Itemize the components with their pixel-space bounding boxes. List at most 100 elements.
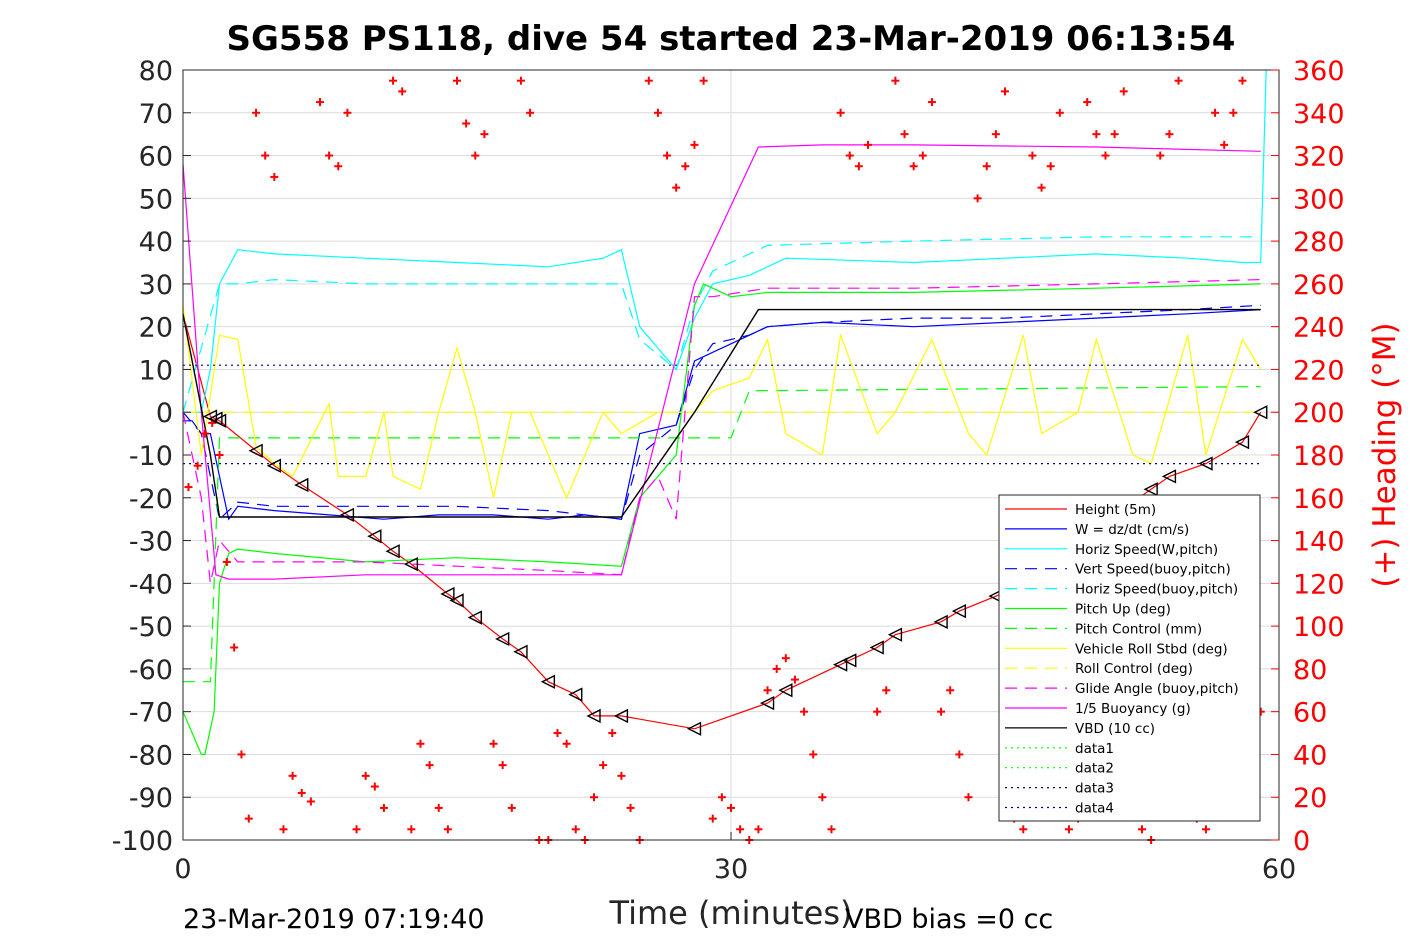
left-axis-ticks: 80 70 60 50 40 30 20 10 0 -10 -20 -30 -40 -50 -60 -70 -8… (112, 56, 191, 857)
right-tick-label: 200 (1293, 398, 1345, 429)
heading-marker (854, 162, 863, 171)
heading-marker (562, 739, 571, 748)
triangle-marker (513, 644, 528, 659)
chart-title: SG558 PS118, dive 54 started 23-Mar-2019… (227, 19, 1236, 59)
left-tick-label: -100 (112, 826, 173, 857)
heading-marker (389, 76, 398, 85)
left-tick-label: -30 (129, 527, 173, 558)
legend-entry: Horiz Speed(W,pitch) (1075, 542, 1218, 558)
heading-marker (1019, 825, 1028, 834)
legend-entry: Roll Control (deg) (1075, 661, 1193, 677)
heading-marker (736, 825, 745, 834)
heading-marker (626, 803, 635, 812)
legend-entry: Vehicle Roll Stbd (deg) (1075, 641, 1228, 657)
heading-marker (873, 707, 882, 716)
heading-marker (772, 664, 781, 673)
right-tick-label: 260 (1293, 270, 1345, 301)
right-tick-label: 240 (1293, 313, 1345, 344)
triangle-marker (1198, 456, 1213, 471)
legend-entry: data4 (1075, 801, 1114, 817)
heading-marker (790, 675, 799, 684)
left-tick-label: -20 (129, 484, 173, 515)
heading-marker (184, 483, 193, 492)
series-line-7 (182, 305, 1262, 500)
triangle-marker (568, 687, 583, 702)
triangle-marker (467, 610, 482, 625)
right-tick-label: 280 (1293, 227, 1345, 258)
heading-marker (864, 140, 872, 149)
heading-marker (973, 194, 982, 203)
left-tick-label: 70 (139, 99, 173, 130)
heading-marker (946, 686, 955, 695)
triangle-marker (933, 614, 948, 629)
heading-marker (325, 151, 334, 160)
heading-marker (1119, 87, 1128, 96)
heading-marker (193, 461, 202, 470)
triangle-marker (385, 544, 400, 559)
heading-marker (827, 825, 836, 834)
right-tick-label: 20 (1293, 783, 1327, 814)
heading-marker (398, 87, 407, 96)
x-tick-label: 0 (174, 854, 191, 885)
heading-marker (571, 825, 580, 834)
heading-marker (297, 788, 306, 797)
series-line-5 (182, 283, 1261, 756)
triangle-marker (440, 586, 455, 602)
right-tick-label: 0 (1293, 826, 1310, 857)
left-tick-label: 20 (139, 313, 173, 344)
heading-marker (690, 140, 699, 149)
triangle-marker (540, 674, 556, 689)
heading-marker (727, 803, 735, 812)
heading-marker (955, 750, 964, 759)
heading-marker (361, 771, 370, 780)
triangle-marker (1143, 482, 1158, 497)
heading-marker (608, 729, 617, 738)
heading-marker (900, 130, 909, 139)
legend-entry: data3 (1075, 781, 1114, 797)
heading-marker (982, 162, 991, 171)
heading-marker (334, 162, 343, 171)
triangle-marker (1234, 435, 1250, 450)
legend: Height (5m) W = dz/dt (cm/s) Horiz Speed(W… (998, 494, 1261, 822)
triangle-marker (266, 458, 282, 473)
legend-entry: data1 (1075, 741, 1114, 757)
heading-marker (526, 108, 535, 117)
heading-marker (230, 643, 239, 652)
triangle-marker (951, 604, 967, 619)
heading-marker (1201, 825, 1210, 834)
triangle-marker (1253, 405, 1268, 420)
right-tick-label: 180 (1293, 441, 1345, 472)
triangle-marker (887, 627, 903, 642)
heading-marker (261, 151, 270, 160)
heading-marker (809, 750, 818, 759)
heading-marker (763, 686, 772, 695)
heading-marker (653, 108, 662, 117)
heading-marker (288, 771, 297, 780)
left-tick-label: 50 (139, 184, 173, 215)
left-tick-label: -70 (129, 698, 173, 729)
triangle-marker (613, 708, 629, 724)
x-tick-label: 60 (1262, 854, 1296, 885)
heading-marker (927, 98, 936, 107)
heading-marker (1211, 108, 1220, 117)
heading-marker (909, 162, 918, 171)
heading-marker (918, 151, 927, 160)
left-tick-label: 80 (139, 56, 173, 87)
heading-marker (590, 793, 598, 802)
right-tick-label: 60 (1293, 698, 1327, 729)
right-tick-label: 300 (1293, 184, 1345, 215)
triangle-marker (248, 443, 263, 458)
triangle-marker (449, 593, 464, 608)
legend-entry: Glide Angle (buoy,pitch) (1075, 681, 1239, 697)
left-tick-label: -90 (129, 783, 173, 814)
heading-marker (407, 825, 416, 834)
heading-marker (708, 814, 717, 823)
right-tick-label: 120 (1293, 569, 1345, 600)
right-tick-label: 220 (1293, 355, 1345, 386)
heading-marker (1064, 825, 1073, 834)
heading-marker (416, 739, 425, 748)
heading-marker (215, 451, 224, 459)
heading-marker (279, 825, 288, 834)
right-tick-label: 360 (1293, 56, 1345, 87)
